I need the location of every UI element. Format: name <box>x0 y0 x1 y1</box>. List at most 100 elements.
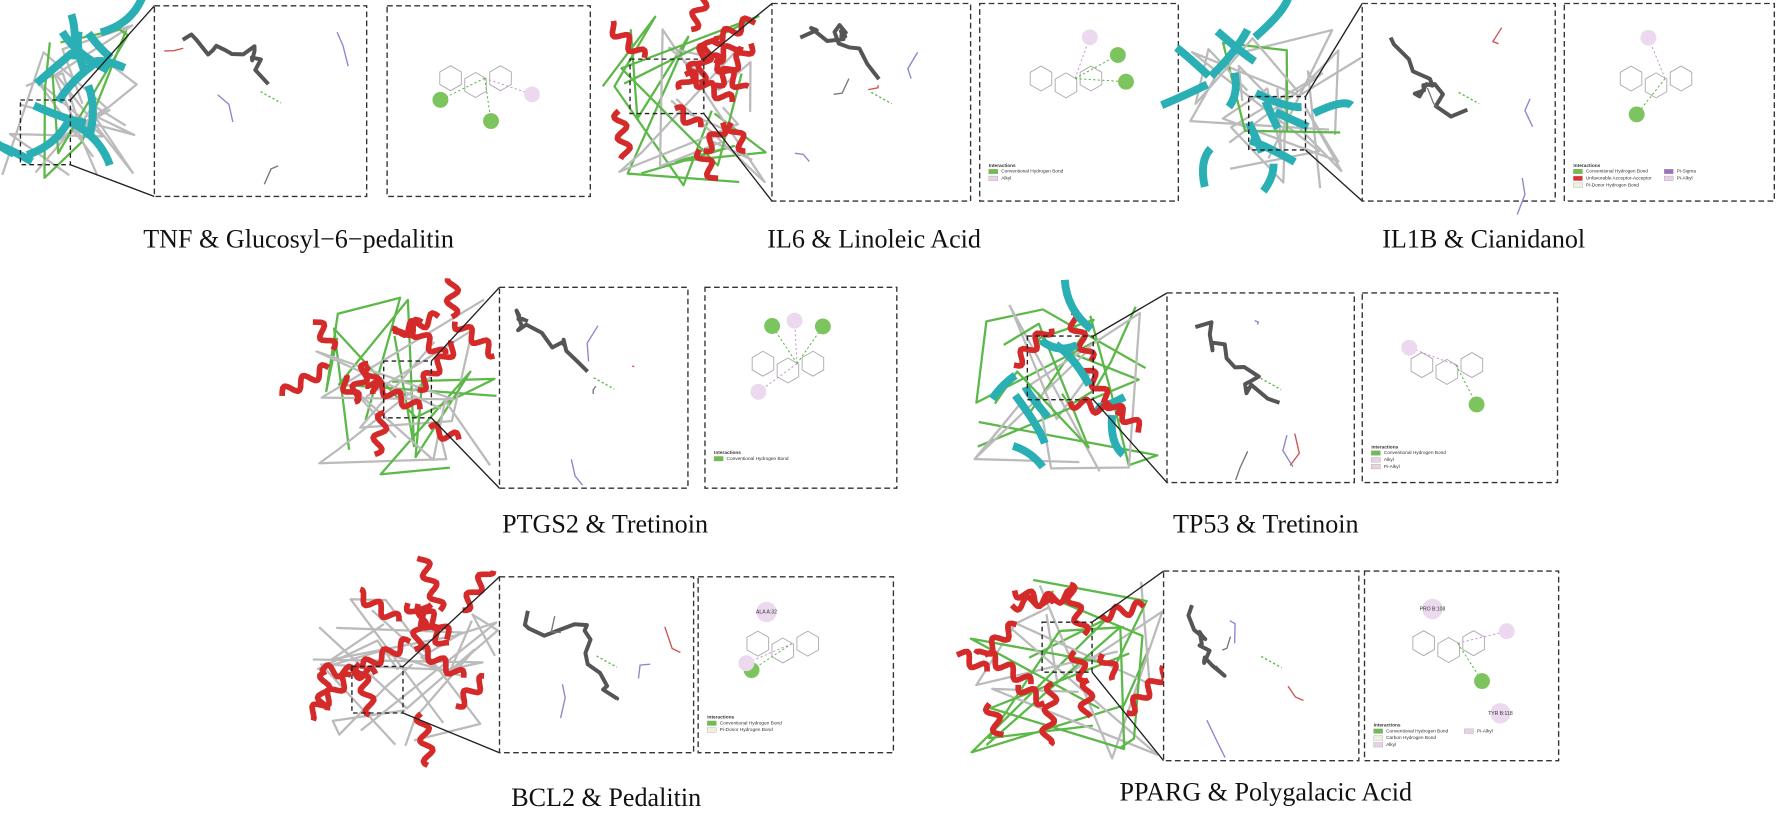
residue <box>1628 106 1645 123</box>
helix <box>409 328 449 355</box>
hbond <box>870 91 893 105</box>
zoom-region <box>1026 335 1094 401</box>
loop <box>379 370 472 476</box>
helix <box>416 643 467 678</box>
loop <box>318 626 476 747</box>
zoom-line <box>1091 570 1164 623</box>
residue <box>483 113 499 129</box>
ring <box>1619 65 1643 92</box>
legend-swatch <box>988 169 999 174</box>
panel-caption: TP53 & Tretinoin <box>1173 510 1359 539</box>
residue <box>1498 623 1515 640</box>
legend-title: Interactions <box>989 163 1016 169</box>
interaction-2d-box <box>978 2 1180 202</box>
legend-label: Pi-Donor Hydrogen Bond <box>720 727 773 733</box>
beta-sheet <box>1060 279 1094 333</box>
legend-label: Conventional Hydrogen Bond <box>1386 728 1448 734</box>
residue-sticks <box>794 152 810 163</box>
panel-caption: BCL2 & Pedalitin <box>511 783 701 812</box>
loop <box>1008 304 1101 472</box>
protein-structure <box>973 279 1159 472</box>
legend-label: Carbon Hydrogen Bond <box>1386 735 1436 741</box>
legend-title: Interactions <box>1573 163 1600 169</box>
residue-sticks <box>1426 87 1438 108</box>
docking-panel: PRO B:108 TYR B:118 InteractionsConvention… <box>955 570 1560 806</box>
legend-swatch <box>1573 169 1583 174</box>
helix <box>699 47 750 91</box>
interaction-2d-box <box>697 576 895 754</box>
helix <box>1013 328 1055 369</box>
helix <box>1064 581 1091 637</box>
helix <box>725 121 747 155</box>
helix <box>455 672 485 710</box>
interaction-2d-box <box>386 5 591 198</box>
ring <box>1029 65 1053 92</box>
legend-label: Unfavorable Acceptor-Acceptor <box>1586 175 1652 181</box>
legend-swatch <box>707 727 717 733</box>
protein-structure <box>601 0 767 187</box>
zoom-line <box>1304 3 1363 97</box>
residue-sticks <box>833 78 850 96</box>
binding-pose-box <box>1162 570 1360 762</box>
binding-pose-box <box>498 576 695 754</box>
helix <box>713 43 744 65</box>
residue <box>432 91 449 108</box>
protein-structure <box>279 277 497 476</box>
hbond <box>593 377 615 390</box>
beta-sheet <box>1038 337 1079 353</box>
residue <box>738 655 755 672</box>
helix <box>462 570 497 614</box>
helix <box>703 121 729 155</box>
residue-sticks <box>1516 177 1526 215</box>
loop <box>987 626 1125 740</box>
helix <box>417 339 457 394</box>
binding-pose-box <box>1166 292 1355 484</box>
interaction-line <box>1457 630 1507 644</box>
beta-sheet <box>1012 392 1049 445</box>
residue-label: PRO B:108 <box>1420 607 1446 613</box>
docking-panel: TNF & Glucosyl−6−pedalitin <box>0 0 591 254</box>
helix <box>609 20 648 59</box>
protein-structure <box>955 578 1168 760</box>
zoom-region <box>351 665 404 714</box>
residue <box>1109 47 1126 63</box>
interaction-line <box>751 643 793 671</box>
residue <box>1118 73 1134 90</box>
beta-sheet <box>1174 44 1212 79</box>
beta-sheet <box>1021 385 1051 420</box>
residue-sticks <box>586 325 599 362</box>
residue-sticks <box>336 31 349 67</box>
binding-pose-box <box>1361 2 1556 202</box>
ring <box>489 65 512 92</box>
beta-sheet <box>32 101 87 128</box>
helix <box>362 364 383 395</box>
loop <box>626 29 740 184</box>
helix <box>973 620 1018 657</box>
legend-label: Pi-Alkyl <box>1384 464 1400 470</box>
zoom-line <box>402 712 500 754</box>
legend-label: Pi-Sigma <box>1677 169 1697 175</box>
helix <box>365 378 423 410</box>
ring <box>1079 65 1103 92</box>
residue <box>1468 396 1485 413</box>
residue-sticks <box>1287 685 1304 702</box>
helix <box>314 668 333 711</box>
residue <box>524 86 540 103</box>
loop <box>349 598 482 742</box>
ring <box>771 637 795 664</box>
ligand-sticks <box>1388 36 1469 119</box>
helix <box>312 319 339 351</box>
interaction-line <box>758 363 798 393</box>
zoom-region <box>1248 95 1307 151</box>
legend-label: Alkyl <box>1384 457 1394 463</box>
residue-sticks <box>217 94 234 123</box>
protein-structure <box>0 0 146 179</box>
legend-swatch <box>1373 742 1383 748</box>
zoom-region <box>19 99 72 166</box>
loop <box>618 50 740 173</box>
residue <box>814 318 831 335</box>
interaction-2d-box <box>1563 2 1776 202</box>
